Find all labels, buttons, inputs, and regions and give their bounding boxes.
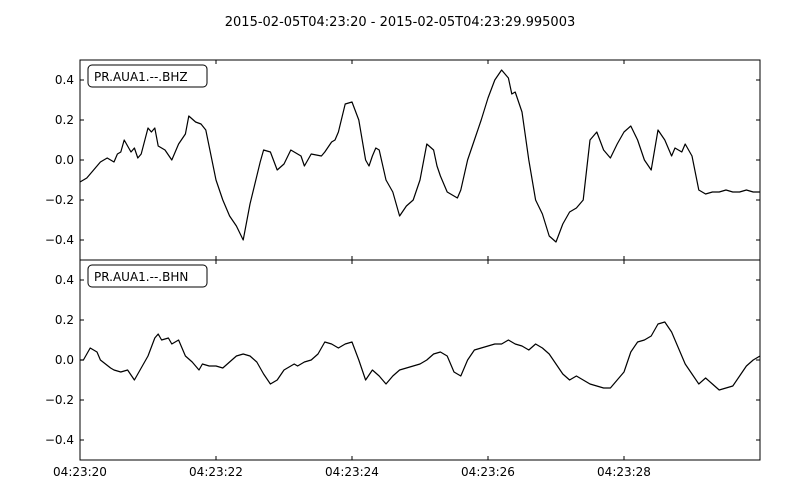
panel-bhz-frame	[79, 59, 761, 261]
y-tick-label-bhz: −0.2	[45, 193, 74, 207]
x-tick-label: 04:23:26	[461, 465, 515, 479]
y-tick-label-bhn: −0.4	[45, 433, 74, 447]
y-tick-label-bhz: 0.4	[55, 73, 74, 87]
legend-bhn-box	[87, 264, 208, 288]
legend-bhz-label: PR.AUA1.--.BHZ	[94, 70, 188, 84]
y-tick-label-bhz: −0.4	[45, 233, 74, 247]
y-tick-label-bhn: 0.4	[55, 273, 74, 287]
panel-bhz: 0.4 0.2 0.0 −0.2 −0.4 PR.AUA1.--.BHZ	[45, 59, 761, 261]
panel-bhz-x-axis	[79, 60, 625, 260]
trace-bhn	[80, 321, 761, 391]
legend-bhn-label: PR.AUA1.--.BHN	[94, 270, 188, 284]
trace-bhz	[79, 69, 760, 243]
y-tick-label-bhz: 0.0	[55, 153, 74, 167]
panel-bhn: 0.4 0.2 0.0 −0.2 −0.4 PR.AUA1.--.BHN	[45, 259, 761, 461]
x-tick-label: 04:23:20	[53, 465, 107, 479]
y-tick-label-bhn: 0.0	[55, 353, 74, 367]
y-tick-label-bhn: 0.2	[55, 313, 74, 327]
x-axis-tick-labels: 04:23:20 04:23:22 04:23:24 04:23:26 04:23:28	[53, 465, 651, 479]
x-tick-label: 04:23:22	[189, 465, 243, 479]
legend-bhz: PR.AUA1.--.BHZ	[87, 64, 208, 88]
y-tick-label-bhz: 0.2	[55, 113, 74, 127]
x-tick-label: 04:23:24	[325, 465, 379, 479]
panel-bhn-frame	[79, 259, 761, 461]
panel-bhn-x-axis	[79, 260, 625, 460]
legend-bhz-box	[87, 64, 208, 88]
x-tick-label: 04:23:28	[597, 465, 651, 479]
legend-bhn: PR.AUA1.--.BHN	[87, 264, 208, 288]
panel-bhz-y-axis: 0.4 0.2 0.0 −0.2 −0.4	[45, 73, 760, 247]
panel-bhn-y-axis: 0.4 0.2 0.0 −0.2 −0.4	[45, 273, 760, 447]
y-tick-label-bhn: −0.2	[45, 393, 74, 407]
chart-title: 2015-02-05T04:23:20 - 2015-02-05T04:23:2…	[225, 15, 575, 30]
